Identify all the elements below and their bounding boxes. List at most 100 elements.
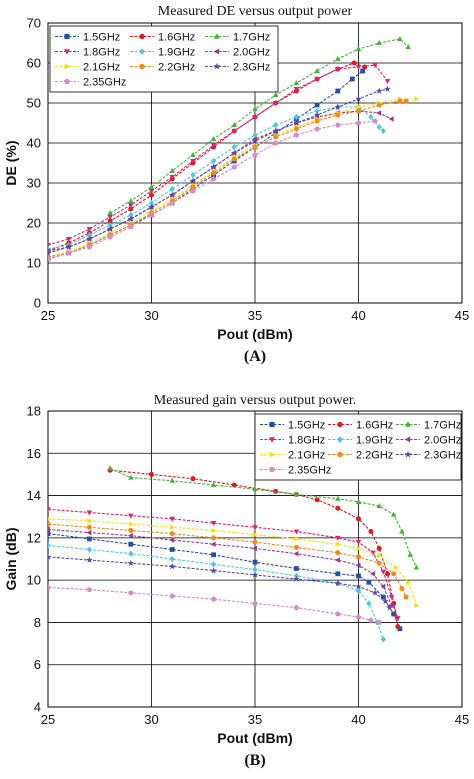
- data-point-2.35GHz: [48, 584, 51, 590]
- data-point-2.0GHz: [293, 550, 299, 557]
- data-point-2.0GHz: [369, 571, 376, 577]
- legend-label: 1.9GHz: [158, 47, 195, 59]
- data-point-1.8GHz: [169, 516, 175, 522]
- data-point-1.5GHz: [87, 536, 92, 542]
- data-point-1.9GHz: [355, 587, 362, 594]
- data-point-2.35GHz: [169, 593, 175, 599]
- data-point-2.3GHz: [210, 163, 217, 170]
- data-point-2.3GHz: [48, 249, 52, 256]
- data-point-1.8GHz: [272, 100, 279, 106]
- data-point-2.2GHz: [391, 571, 397, 577]
- series-line-1.6GHz: [48, 62, 365, 252]
- data-point-2.3GHz: [272, 127, 280, 134]
- data-point-2.35GHz: [272, 140, 279, 146]
- x-axis-label: Pout (dBm): [217, 326, 292, 342]
- y-tick-label: 60: [27, 56, 41, 71]
- data-point-1.6GHz: [128, 206, 134, 212]
- legend-label: 1.6GHz: [158, 32, 195, 44]
- data-point-2.3GHz: [189, 177, 197, 184]
- data-point-1.6GHz: [355, 516, 362, 522]
- x-tick-label: 30: [144, 712, 158, 727]
- data-point-2.3GHz: [375, 87, 383, 94]
- x-tick-label: 25: [41, 712, 55, 727]
- chart-de-vs-pout: Measured DE versus output power 25 30 35 40 4…: [3, 4, 469, 365]
- data-point-2.2GHz: [231, 156, 237, 162]
- data-point-1.7GHz: [314, 68, 320, 74]
- data-point-2.2GHz: [397, 98, 403, 104]
- data-point-1.9GHz: [273, 121, 279, 129]
- y-tick-label: 10: [27, 573, 41, 588]
- data-point-2.0GHz: [210, 541, 216, 547]
- data-point-2.35GHz: [372, 118, 378, 124]
- y-tick-label: 4: [34, 700, 41, 715]
- data-point-2.35GHz: [210, 176, 217, 182]
- data-point-1.5GHz: [335, 571, 341, 577]
- data-point-2.0GHz: [86, 529, 92, 536]
- y-tick-label: 6: [34, 657, 41, 672]
- data-point-1.9GHz: [231, 143, 237, 151]
- series-line-2.3GHz: [48, 88, 388, 254]
- data-point-1.7GHz: [405, 44, 411, 50]
- legend-marker: [64, 33, 70, 40]
- data-point-2.3GHz: [384, 85, 391, 92]
- series-layer: [48, 465, 420, 643]
- legend-marker: [404, 450, 412, 458]
- data-point-1.7GHz: [107, 465, 113, 471]
- data-point-1.7GHz: [272, 92, 279, 98]
- data-point-1.7GHz: [148, 184, 155, 190]
- data-point-2.3GHz: [127, 215, 135, 222]
- data-point-2.35GHz: [368, 617, 374, 623]
- data-point-2.2GHz: [314, 118, 320, 124]
- x-tick-label: 45: [455, 308, 469, 323]
- data-point-1.8GHz: [128, 513, 134, 519]
- y-axis-label: DE (%): [3, 140, 19, 185]
- y-tick-label: 20: [27, 216, 41, 231]
- data-point-2.35GHz: [169, 200, 175, 206]
- data-point-1.8GHz: [169, 174, 175, 180]
- data-point-1.9GHz: [376, 123, 382, 131]
- series-line-1.7GHz: [109, 38, 409, 214]
- legend-label: 1.7GHz: [233, 32, 270, 44]
- data-point-1.6GHz: [384, 571, 391, 577]
- data-point-2.35GHz: [252, 600, 258, 606]
- data-point-1.6GHz: [190, 476, 196, 482]
- data-point-1.7GHz: [376, 40, 382, 46]
- data-point-2.2GHz: [293, 126, 299, 132]
- data-point-2.1GHz: [356, 545, 362, 552]
- data-point-2.2GHz: [376, 560, 382, 566]
- data-point-2.0GHz: [334, 557, 340, 563]
- y-tick-label: 8: [34, 615, 41, 630]
- legend-label: 2.35GHz: [83, 77, 126, 89]
- x-tick-label: 35: [248, 712, 262, 727]
- data-point-1.7GHz: [397, 36, 403, 42]
- legend-label: 2.35GHz: [288, 465, 331, 477]
- data-point-1.7GHz: [169, 477, 175, 483]
- data-point-2.3GHz: [382, 597, 389, 605]
- data-point-2.35GHz: [314, 126, 320, 132]
- data-point-2.2GHz: [169, 531, 175, 537]
- legend-marker: [337, 451, 343, 458]
- data-point-2.2GHz: [403, 594, 409, 600]
- data-point-1.6GHz: [231, 482, 237, 488]
- data-point-1.7GHz: [376, 503, 382, 509]
- data-point-1.8GHz: [355, 64, 362, 70]
- data-point-1.6GHz: [351, 60, 357, 66]
- data-point-2.35GHz: [355, 120, 362, 126]
- data-point-2.2GHz: [399, 586, 405, 592]
- data-point-1.9GHz: [107, 221, 113, 229]
- data-point-1.7GHz: [413, 564, 420, 570]
- series-line-1.9GHz: [48, 544, 384, 640]
- data-point-1.8GHz: [293, 86, 300, 92]
- data-point-2.35GHz: [231, 164, 238, 170]
- data-point-2.35GHz: [86, 244, 93, 250]
- data-point-2.2GHz: [376, 102, 382, 108]
- data-point-2.0GHz: [127, 532, 133, 539]
- data-point-2.35GHz: [355, 614, 362, 620]
- x-tick-label: 45: [455, 712, 469, 727]
- data-point-1.8GHz: [231, 128, 238, 134]
- chart-gain-vs-pout: Measured gain versus output power. 25 30 35…: [3, 393, 469, 769]
- data-point-1.5GHz: [314, 102, 320, 108]
- data-point-2.2GHz: [211, 170, 217, 176]
- data-point-1.9GHz: [380, 636, 386, 643]
- data-point-1.6GHz: [148, 471, 155, 477]
